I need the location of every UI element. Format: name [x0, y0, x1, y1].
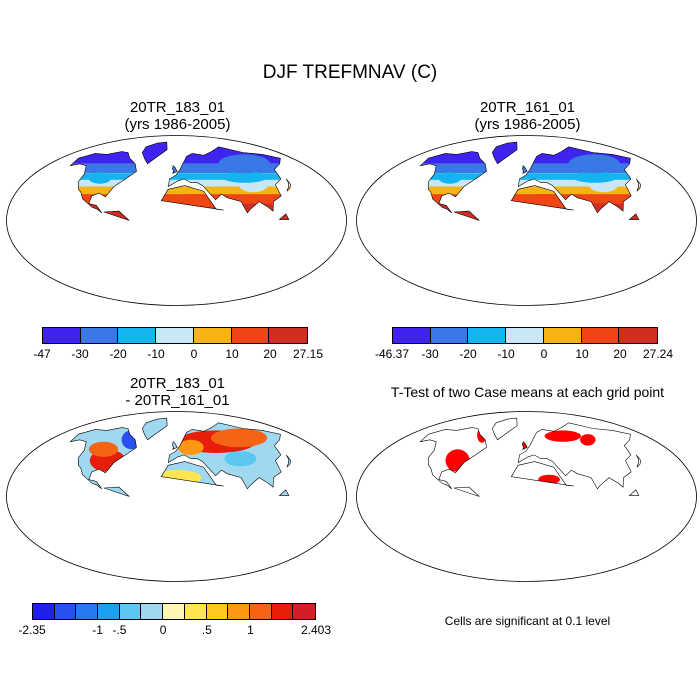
colorbar-label: -30 — [71, 347, 89, 361]
colorbar-label: 10 — [575, 347, 589, 361]
colorbar-label: .5 — [201, 623, 212, 637]
panel3-title: 20TR_183_01 - 20TR_161_01 — [5, 375, 350, 409]
colorbar-box — [228, 604, 250, 619]
colorbar-box — [543, 328, 582, 343]
panel2-colorbar: -46.37 -30 -20 -10 0 10 20 27.24 — [375, 327, 673, 361]
panel3-title-line1: 20TR_183_01 — [129, 375, 226, 392]
panel4-title: T-Test of two Case means at each grid po… — [390, 384, 665, 400]
colorbar-box — [430, 328, 469, 343]
colorbar-label: 10 — [225, 347, 239, 361]
colorbar-label: -20 — [459, 347, 477, 361]
panel3-colorbar: -2.35 -1 -.5 0 .5 1 2.403 — [18, 603, 331, 637]
panel2-title-line1: 20TR_161_01 — [479, 99, 576, 116]
colorbar-label: -20 — [109, 347, 127, 361]
colorbar-box — [249, 604, 272, 619]
panel1-title-line1: 20TR_183_01 — [129, 99, 226, 116]
colorbar-label: -1 — [92, 623, 103, 637]
colorbar-box — [581, 328, 620, 343]
colorbar-box — [33, 604, 55, 619]
colorbar-box — [43, 328, 81, 343]
colorbar-label: -10 — [147, 347, 165, 361]
colorbar-box — [141, 604, 164, 619]
colorbar-box — [506, 328, 544, 343]
colorbar-label: 0 — [540, 347, 548, 361]
colorbar-box — [54, 604, 77, 619]
colorbar-box — [76, 604, 99, 619]
panel3-title-line2: - 20TR_161_01 — [125, 392, 230, 409]
panel1-map — [6, 135, 347, 306]
colorbar-box — [393, 328, 431, 343]
colorbar-box — [293, 604, 315, 619]
colorbar-box — [163, 604, 185, 619]
colorbar-box — [231, 328, 270, 343]
colorbar-box — [98, 604, 120, 619]
colorbar-box — [80, 328, 119, 343]
panel4-map — [356, 411, 697, 582]
colorbar-box — [193, 328, 232, 343]
colorbar-label: -10 — [497, 347, 515, 361]
colorbar-box — [118, 328, 157, 343]
colorbar-label: -46.37 — [374, 347, 410, 361]
panel2-map — [356, 135, 697, 306]
colorbar-box — [468, 328, 507, 343]
colorbar-box — [269, 328, 308, 343]
panel1-title-line2: (yrs 1986-2005) — [124, 116, 231, 133]
colorbar-box — [156, 328, 194, 343]
figure-title: DJF TREFMNAV (C) — [262, 62, 438, 83]
colorbar-label: -2.35 — [18, 623, 46, 637]
colorbar-label: -.5 — [112, 623, 127, 637]
colorbar-box — [119, 604, 142, 619]
significance-note: Cells are significant at 0.1 level — [444, 614, 611, 628]
panel1-title: 20TR_183_01 (yrs 1986-2005) — [5, 99, 350, 133]
colorbar-label: 1 — [247, 623, 254, 637]
colorbar-box — [206, 604, 229, 619]
colorbar-label: 2.403 — [300, 623, 332, 637]
colorbar-label: 20 — [613, 347, 627, 361]
colorbar-box — [271, 604, 294, 619]
colorbar-label: -47 — [33, 347, 51, 361]
panel2-title-line2: (yrs 1986-2005) — [474, 116, 581, 133]
colorbar-label: 0 — [190, 347, 198, 361]
panel2-title: 20TR_161_01 (yrs 1986-2005) — [355, 99, 700, 133]
colorbar-label: 20 — [263, 347, 277, 361]
colorbar-label: 0 — [159, 623, 167, 637]
panel3-map — [6, 411, 347, 582]
panel1-colorbar: -47 -30 -20 -10 0 10 20 27.15 — [33, 327, 323, 361]
colorbar-label: 27.15 — [292, 347, 324, 361]
colorbar-box — [619, 328, 658, 343]
colorbar-label: -30 — [421, 347, 439, 361]
colorbar-box — [184, 604, 207, 619]
colorbar-label: 27.24 — [642, 347, 674, 361]
